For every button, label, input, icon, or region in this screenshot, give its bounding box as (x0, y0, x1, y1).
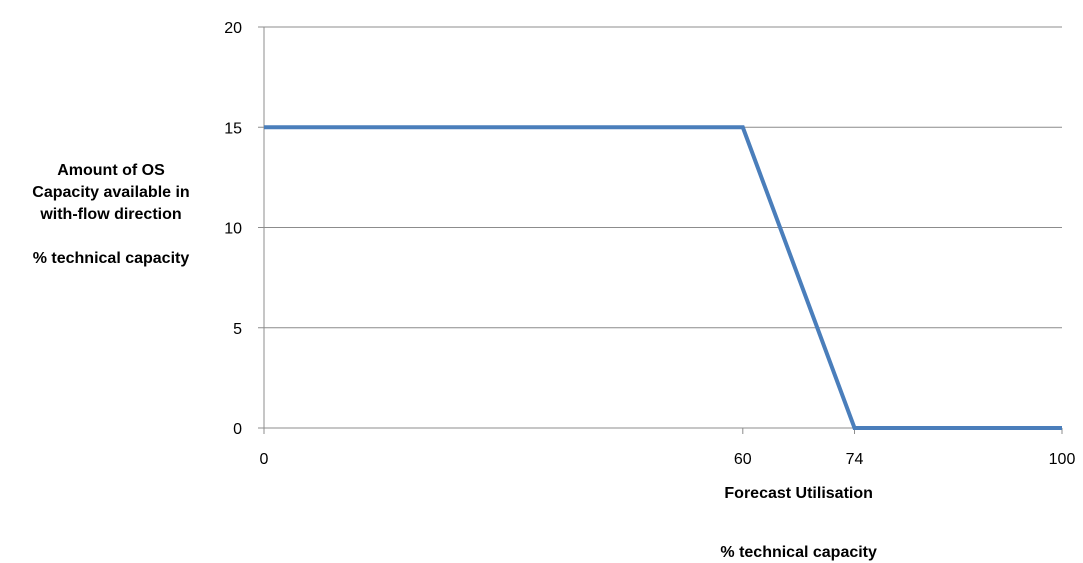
y-tick-label-5: 5 (233, 321, 242, 338)
y-tick-label-0: 0 (233, 421, 242, 438)
y-tick-label-10: 10 (224, 221, 242, 238)
x-tick-label-74: 74 (846, 451, 864, 468)
y-tick-label-20: 20 (224, 20, 242, 37)
x-tick-labels: 0 60 74 100 (260, 428, 1076, 468)
y-axis-title-line-1: Amount of OS (57, 162, 165, 179)
y-axis-unit: % technical capacity (32, 250, 190, 267)
y-axis-title-line-2: Capacity available in (32, 184, 190, 201)
x-axis-title: Forecast Utilisation (724, 485, 872, 502)
y-tick-labels: 0 5 10 15 20 (224, 20, 264, 438)
y-tick-label-15: 15 (224, 120, 242, 137)
gridlines (264, 26, 1062, 329)
x-tick-label-100: 100 (1049, 451, 1076, 468)
x-tick-label-0: 0 (260, 451, 269, 468)
y-axis-title-line-3: with-flow direction (40, 206, 182, 223)
series-line (264, 125, 1062, 430)
x-tick-label-60: 60 (734, 451, 752, 468)
x-axis-unit: % technical capacity (720, 544, 877, 561)
y-axis-title: Amount of OS Capacity available in with-… (0, 160, 222, 270)
